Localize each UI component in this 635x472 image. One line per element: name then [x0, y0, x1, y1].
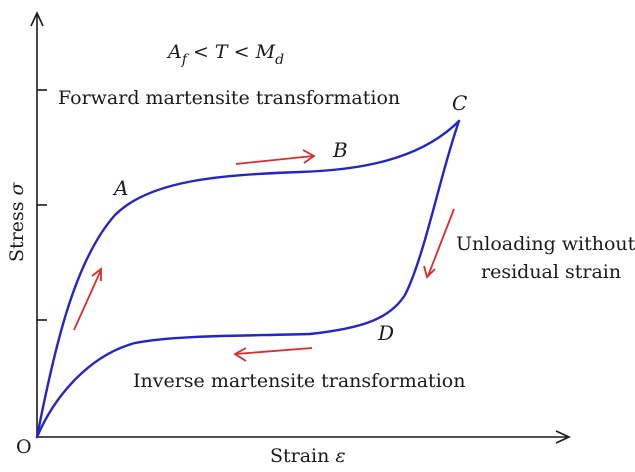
arrow-forward-right: [235, 149, 316, 165]
cond-f-subscript: f: [181, 52, 190, 68]
hysteresis-curve: [35, 119, 461, 439]
point-d-label: D: [377, 321, 394, 345]
point-b-label: B: [332, 138, 348, 162]
forward-transformation-label: Forward martensite transformation: [58, 87, 400, 109]
axes: [30, 11, 571, 444]
x-axis-label: Strain ε: [270, 445, 346, 467]
y-axis-arrowhead: [30, 11, 44, 27]
point-a-label: A: [112, 176, 128, 200]
cond-d-subscript: d: [275, 52, 284, 68]
cond-m: M: [255, 41, 276, 63]
temperature-condition: Af < T < Md: [166, 41, 284, 68]
arrow-unloading-down: [423, 208, 455, 279]
unloading-label-line-2: residual strain: [481, 261, 621, 283]
loading-curve-o-to-c: [35, 119, 461, 439]
unloading-curve-c-to-d: [308, 119, 461, 336]
inverse-curve-d-to-o: [35, 332, 312, 439]
arrow-inverse-left: [233, 347, 313, 362]
point-c-label: C: [452, 91, 467, 115]
point-o-label: O: [16, 436, 32, 458]
cond-a: A: [166, 41, 182, 63]
inverse-transformation-label: Inverse martensite transformation: [133, 370, 465, 392]
x-axis-symbol: ε: [335, 445, 345, 467]
x-axis-label-word: Strain: [270, 445, 329, 467]
direction-arrows: [73, 149, 455, 362]
cond-lt-2: <: [228, 41, 256, 63]
unloading-label-line-1: Unloading without: [456, 233, 635, 255]
arrow-loading-up: [73, 267, 102, 331]
x-axis-arrowhead: [555, 430, 571, 444]
cond-t: T: [215, 41, 229, 63]
y-axis-label-word: Stress: [6, 202, 28, 262]
y-axis-label: Stress σ: [6, 181, 28, 262]
cond-lt-1: <: [187, 41, 215, 63]
y-axis-symbol: σ: [6, 181, 28, 195]
